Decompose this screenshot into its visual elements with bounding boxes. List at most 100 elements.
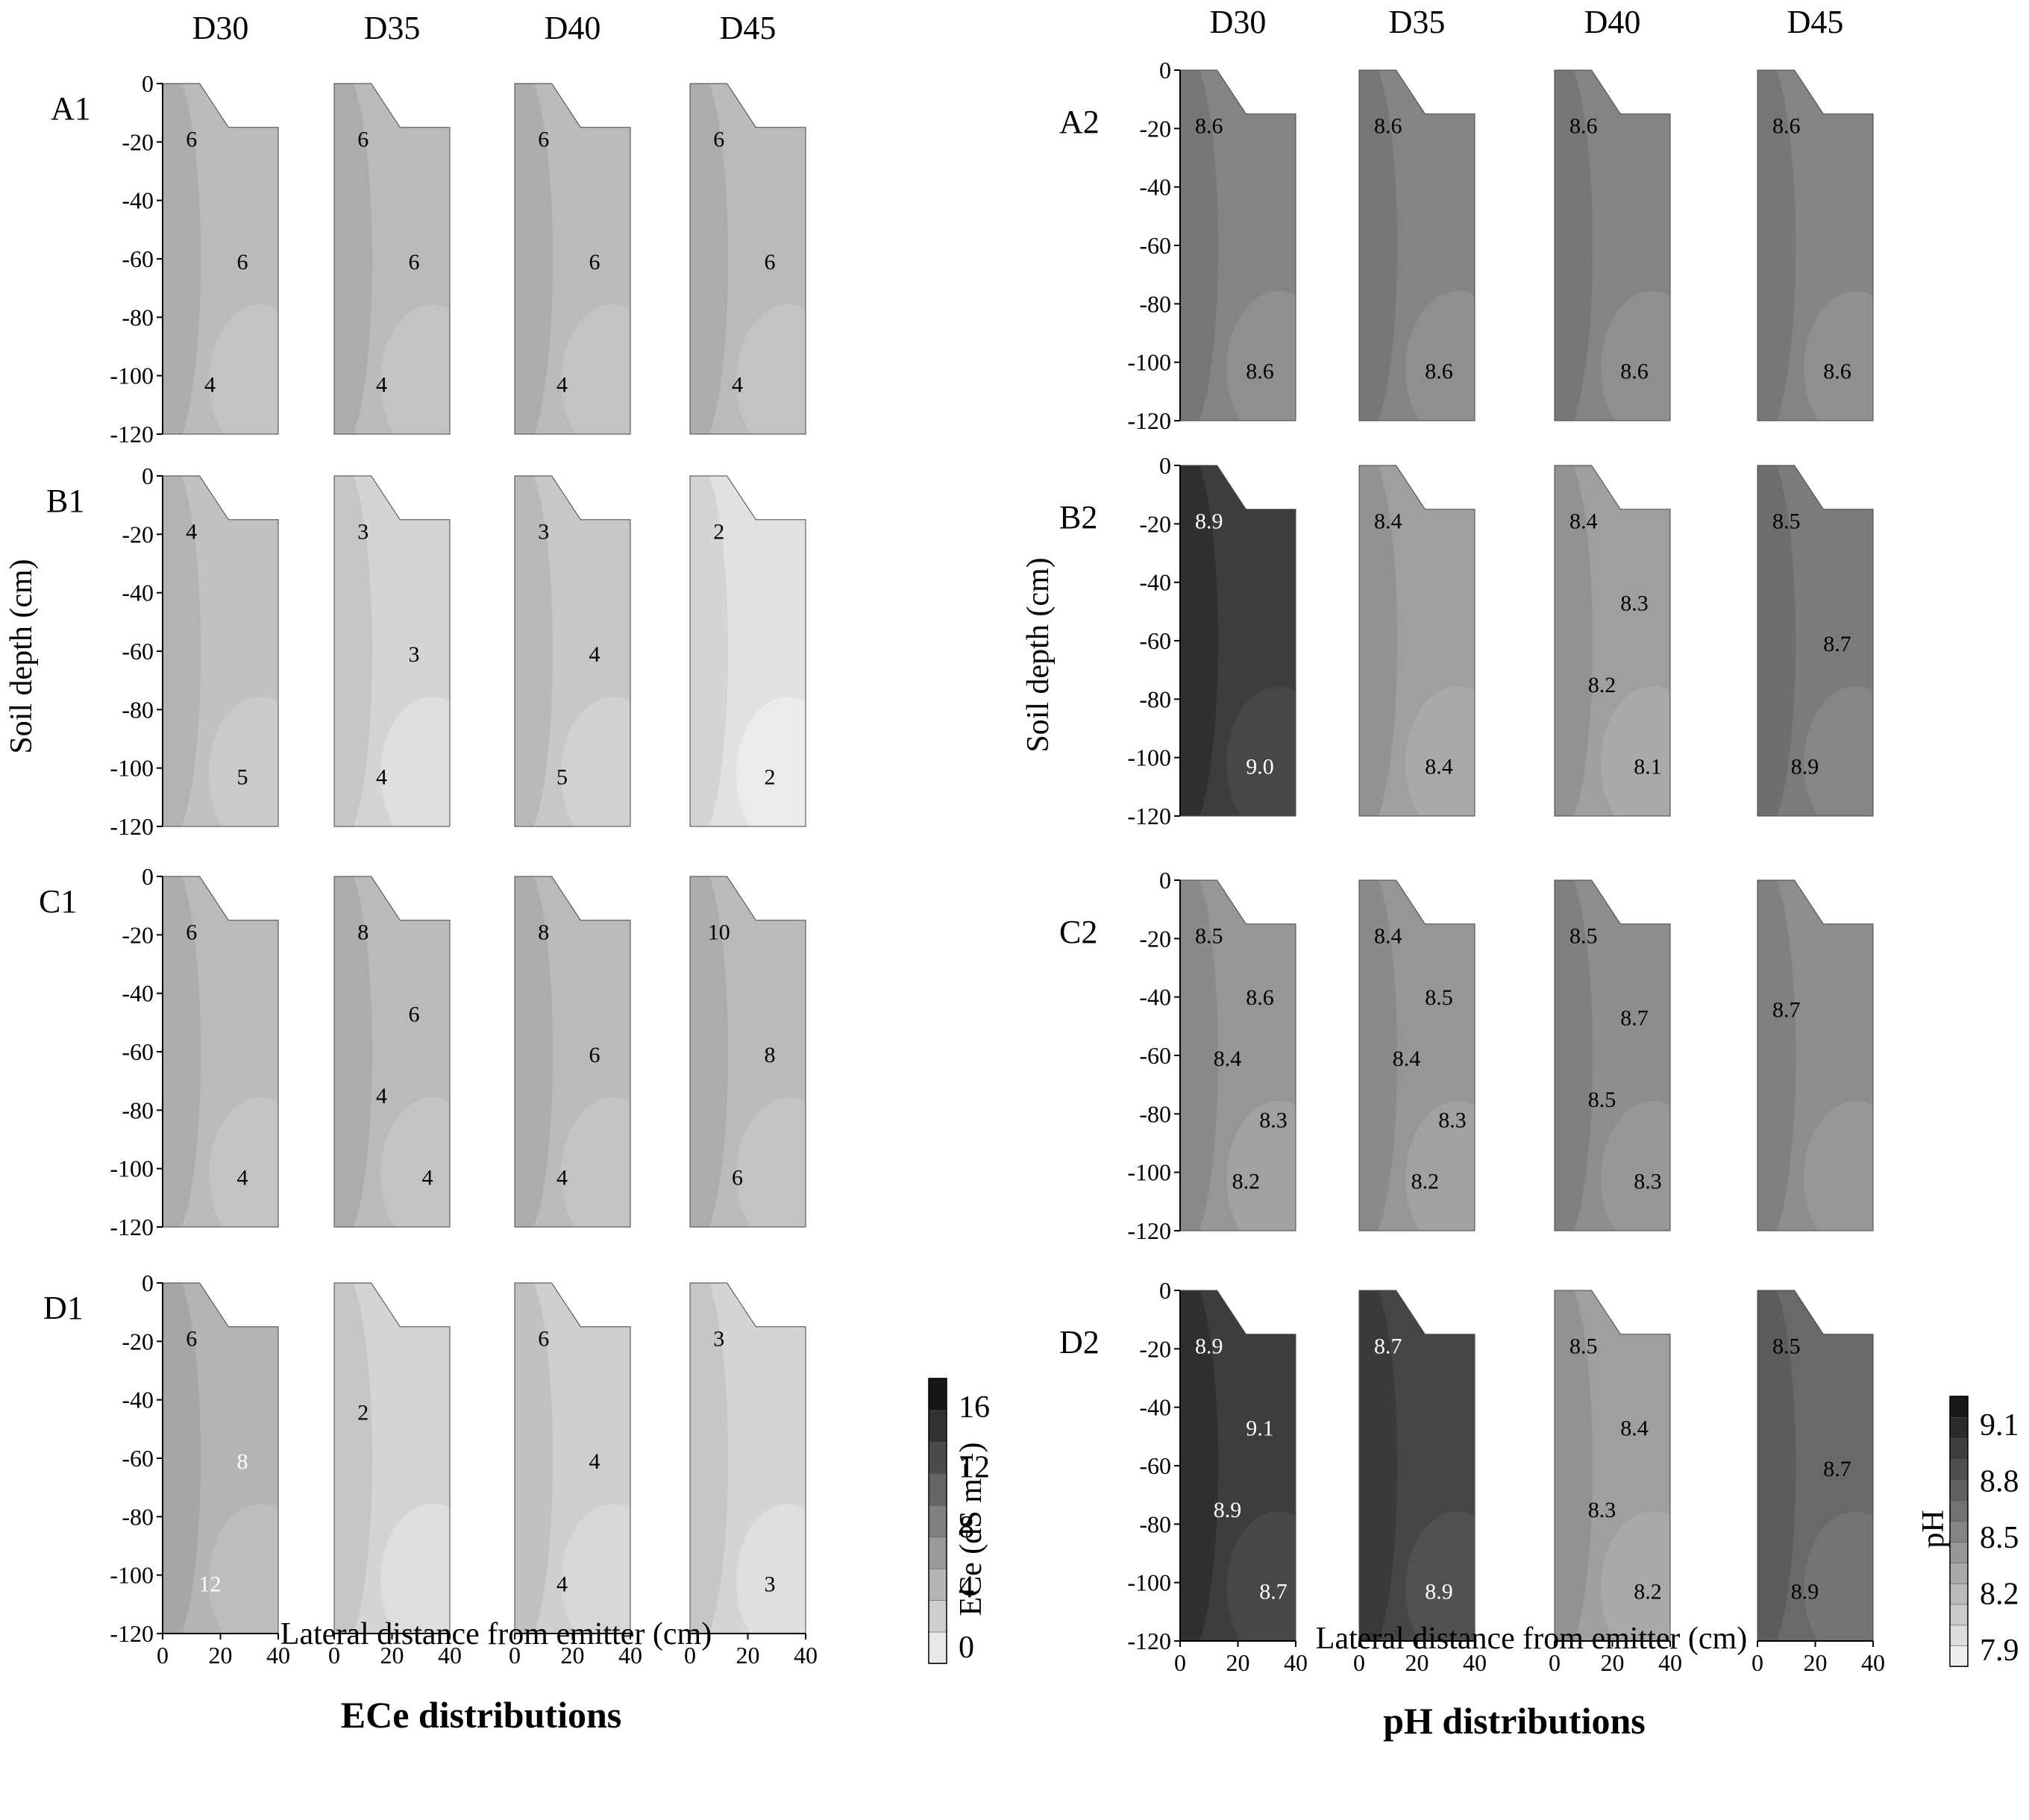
colorbar-segment xyxy=(1949,1604,1969,1626)
contour-band-bottom xyxy=(1804,1511,1873,1641)
contour-band-bottom xyxy=(1804,291,1873,421)
y-tick-label: -40 xyxy=(122,1387,154,1413)
contour-label: 8.6 xyxy=(1425,360,1453,384)
y-tick-label: -40 xyxy=(1139,1394,1171,1421)
y-tick-label: -120 xyxy=(110,421,154,448)
y-tick-label: -20 xyxy=(122,128,154,155)
contour-band-left xyxy=(515,476,553,826)
contour-band-left xyxy=(515,84,553,434)
colorbar-tick-label: 16 xyxy=(959,1390,990,1425)
contour-band-bottom xyxy=(1405,291,1475,421)
panel-outline xyxy=(1358,879,1476,1231)
contour-band-bottom xyxy=(561,1504,630,1634)
contour-label: 6 xyxy=(186,920,197,945)
x-tick-label: 0 xyxy=(684,1642,696,1669)
contour-label: 8.6 xyxy=(1823,360,1851,384)
contour-band-bottom xyxy=(736,1504,806,1634)
panel-fill xyxy=(1757,465,1873,816)
contour-label: 4 xyxy=(589,1449,600,1474)
contour-label: 6 xyxy=(408,250,419,274)
chart-background-layer xyxy=(162,69,1969,1667)
panel-outline xyxy=(689,475,806,827)
contour-band-bottom xyxy=(1226,1101,1296,1231)
panel-b2-d40 xyxy=(1554,465,1671,817)
panel-outline xyxy=(1757,69,1874,421)
colorbar-segment xyxy=(928,1410,947,1443)
panel-fill xyxy=(1359,880,1475,1231)
panel-fill xyxy=(1757,70,1873,421)
contour-band-bottom xyxy=(561,697,630,826)
y-tick-label: -60 xyxy=(122,1445,154,1472)
contour-label: 8 xyxy=(236,1449,248,1474)
contour-label: 8.5 xyxy=(1425,985,1453,1010)
y-tick-label: -80 xyxy=(1139,685,1171,712)
contour-label: 6 xyxy=(732,1166,743,1190)
x-tick-label: 40 xyxy=(1284,1649,1308,1676)
x-tick-label: 0 xyxy=(157,1642,169,1669)
colorbar-segment xyxy=(928,1599,947,1633)
colorbar-segment xyxy=(1949,1520,1969,1543)
row-label-c1: C1 xyxy=(39,883,77,920)
contour-band-bottom xyxy=(1804,686,1873,816)
panel-b1-d45 xyxy=(689,475,806,827)
contour-band-left xyxy=(1359,1290,1398,1641)
x-tick-label: 40 xyxy=(1463,1649,1487,1676)
y-tick-label: -20 xyxy=(1139,510,1171,537)
contour-band-bottom xyxy=(561,304,630,434)
colorbar-tick-label: 8.5 xyxy=(1980,1521,2019,1555)
contour-label: 8.6 xyxy=(1246,360,1274,384)
colorbar-tick-label: 7.9 xyxy=(1980,1634,2019,1668)
contour-band-left xyxy=(163,1283,201,1634)
panel-d1-d45 xyxy=(689,1282,806,1634)
panel-fill xyxy=(515,1283,630,1634)
contour-band-left xyxy=(1359,880,1398,1231)
y-tick-label: 0 xyxy=(142,462,154,489)
panel-d2-d35 xyxy=(1358,1290,1476,1642)
row-label-b1: B1 xyxy=(46,483,84,519)
y-axis-title: Soil depth (cm) xyxy=(4,559,39,753)
column-header-d30: D30 xyxy=(192,10,249,46)
panel-outline xyxy=(333,876,451,1228)
colorbar-segment xyxy=(1949,1416,1969,1439)
panel-c2-d40 xyxy=(1554,879,1671,1231)
x-tick-label: 20 xyxy=(209,1642,233,1669)
contour-band-bottom xyxy=(1226,686,1296,816)
panel-d2-d30 xyxy=(1179,1290,1296,1642)
y-tick-label: 0 xyxy=(142,863,154,890)
colorbar-segment xyxy=(1949,1458,1969,1481)
contour-band-left xyxy=(1359,70,1398,421)
y-tick-label: -120 xyxy=(110,813,154,840)
contour-band-left xyxy=(1180,880,1219,1231)
contour-label: 2 xyxy=(764,765,775,790)
x-axis-title: Lateral distance from emitter (cm) xyxy=(280,1617,712,1651)
y-tick-label: -120 xyxy=(1127,407,1171,434)
contour-label: 6 xyxy=(538,128,549,152)
contour-label: 9.0 xyxy=(1246,755,1274,779)
contour-label: 8.6 xyxy=(1620,360,1649,384)
contour-label: 8.1 xyxy=(1634,755,1662,779)
contour-label: 8.9 xyxy=(1214,1498,1242,1522)
contour-band-bottom xyxy=(209,697,278,826)
panel-fill xyxy=(163,476,278,826)
y-tick-label: -20 xyxy=(122,521,154,547)
contour-label: 6 xyxy=(236,250,248,274)
y-tick-label: -100 xyxy=(110,363,154,389)
panel-fill xyxy=(1359,70,1475,421)
panel-c2-d45 xyxy=(1757,879,1874,1231)
x-tick-label: 0 xyxy=(328,1642,340,1669)
contour-band-left xyxy=(1180,70,1219,421)
contour-label: 6 xyxy=(357,128,369,152)
panel-d1-d30 xyxy=(162,1282,279,1634)
panel-a2-d45 xyxy=(1757,69,1874,421)
y-tick-label: -20 xyxy=(1139,115,1171,142)
colorbar-segment xyxy=(1949,1396,1969,1418)
contour-label: 4 xyxy=(376,765,387,790)
panel-c1-d30 xyxy=(162,876,279,1228)
panel-outline xyxy=(514,83,631,435)
panel-fill xyxy=(334,876,450,1227)
y-tick-label: 0 xyxy=(1159,1277,1171,1304)
contour-label: 8.5 xyxy=(1195,924,1223,949)
contour-label: 6 xyxy=(408,1002,419,1026)
contour-label: 8.2 xyxy=(1588,673,1616,697)
contour-label: 4 xyxy=(556,1166,568,1190)
